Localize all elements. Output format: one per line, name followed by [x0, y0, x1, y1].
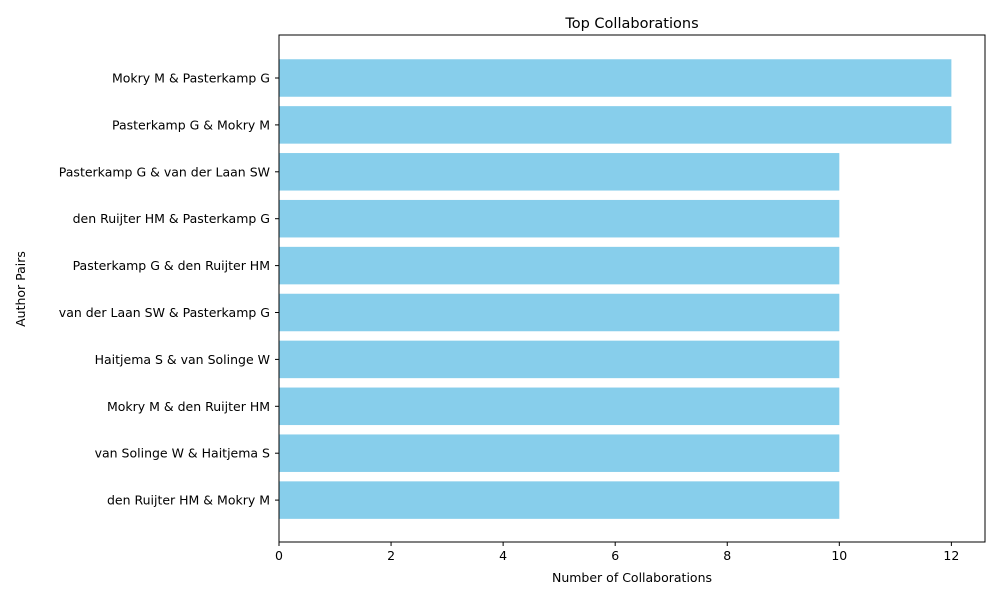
y-tick-label: Pasterkamp G & den Ruijter HM — [73, 258, 270, 273]
y-ticks-group: Mokry M & Pasterkamp G Pasterkamp G & Mok… — [59, 71, 279, 508]
x-tick-label: 4 — [499, 548, 507, 563]
bars-group — [279, 59, 952, 519]
bar — [279, 481, 840, 519]
y-tick-label: den Ruijter HM & Pasterkamp G — [73, 211, 270, 226]
chart-title: Top Collaborations — [564, 16, 698, 32]
x-tick-label: 12 — [943, 548, 959, 563]
x-tick-label: 10 — [831, 548, 847, 563]
x-tick-label: 6 — [611, 548, 619, 563]
plot-frame — [278, 34, 986, 543]
bar — [279, 246, 840, 285]
y-tick-label: Pasterkamp G & van der Laan SW — [59, 164, 270, 179]
y-axis-label: Author Pairs — [13, 251, 28, 327]
x-tick-label: 8 — [723, 548, 731, 563]
x-axis-label: Number of Collaborations — [552, 570, 712, 585]
y-tick-label: Haitjema S & van Solinge W — [95, 352, 270, 367]
y-tick-label: Pasterkamp G & Mokry M — [112, 117, 270, 132]
x-tick-label: 2 — [387, 548, 395, 563]
bar — [279, 59, 952, 97]
bar — [279, 387, 840, 426]
y-tick-label: van der Laan SW & Pasterkamp G — [59, 305, 270, 320]
x-ticks-group: 0 2 4 6 8 10 12 — [275, 542, 959, 563]
y-tick-label: Mokry M & Pasterkamp G — [112, 71, 270, 86]
y-tick-label: van Solinge W & Haitjema S — [95, 446, 270, 461]
y-tick-label: den Ruijter HM & Mokry M — [107, 493, 270, 508]
y-tick-label: Mokry M & den Ruijter HM — [107, 399, 270, 414]
bar — [279, 153, 840, 191]
bar — [279, 340, 840, 379]
bar — [279, 293, 840, 332]
x-tick-label: 0 — [275, 548, 283, 563]
bar — [279, 106, 952, 144]
bar — [279, 199, 840, 238]
bar — [279, 434, 840, 472]
